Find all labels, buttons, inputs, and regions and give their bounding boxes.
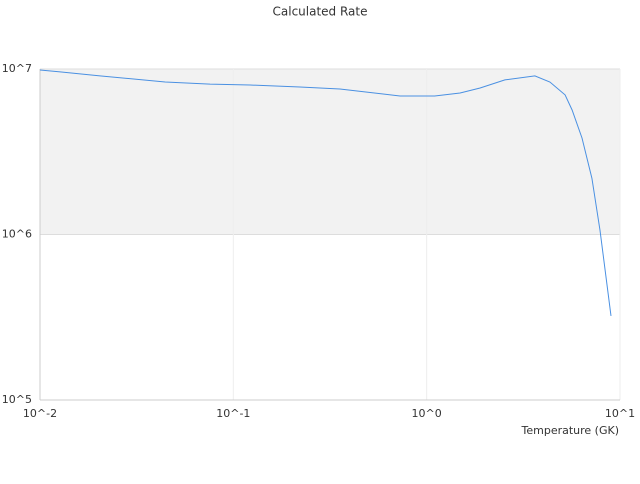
y-tick-label: 10^5 bbox=[2, 393, 32, 406]
x-tick-label: 10^1 bbox=[605, 407, 635, 420]
y-tick-label: 10^6 bbox=[2, 228, 32, 241]
x-axis-label: Temperature (GK) bbox=[521, 424, 620, 437]
y-tick-label: 10^7 bbox=[2, 62, 32, 75]
line bbox=[39, 69, 612, 316]
band bbox=[40, 69, 620, 235]
x-tick-label: 10^0 bbox=[412, 407, 442, 420]
chart-title: Calculated Rate bbox=[273, 5, 368, 19]
x-tick-label: 10^-1 bbox=[216, 407, 250, 420]
x-tick-label: 10^-2 bbox=[23, 407, 57, 420]
